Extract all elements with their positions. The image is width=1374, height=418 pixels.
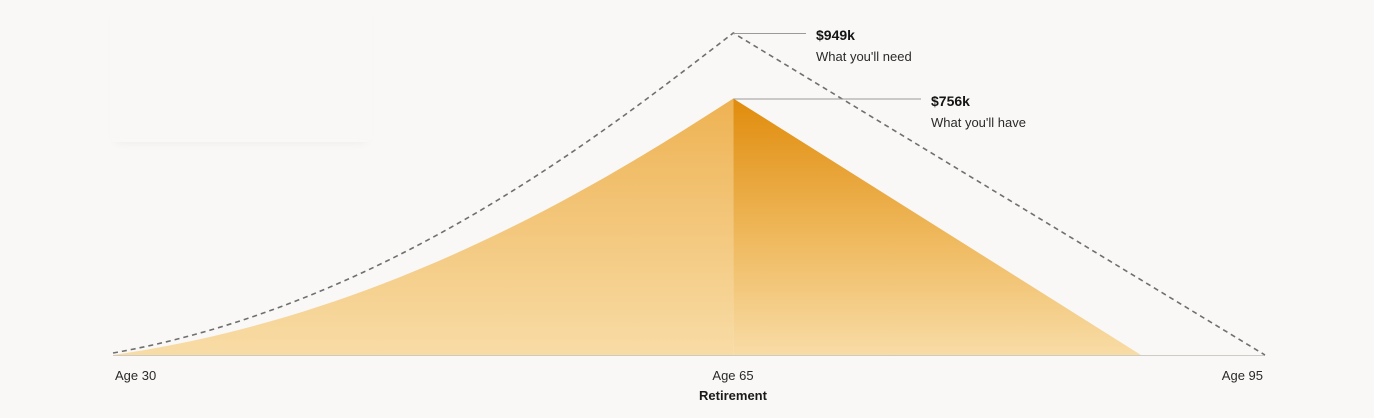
need-callout: $949k What you'll need (816, 26, 912, 65)
have-callout: $756k What you'll have (931, 92, 1026, 131)
x-tick-age-30: Age 30 (115, 368, 157, 383)
x-tick-age-95: Age 95 (1221, 368, 1263, 383)
need-peak-label: What you'll need (816, 49, 912, 64)
retirement-label: Retirement (699, 388, 767, 403)
x-tick-age-65: Age 65 (712, 368, 754, 383)
background-card (110, 0, 372, 142)
need-peak-value: $949k (816, 27, 855, 43)
have-peak-value: $756k (931, 93, 970, 109)
have-peak-label: What you'll have (931, 115, 1026, 130)
need-dashed-line (112, 32, 1266, 356)
have-area-drawdown (733, 98, 1141, 355)
have-area-accumulation (113, 98, 734, 355)
